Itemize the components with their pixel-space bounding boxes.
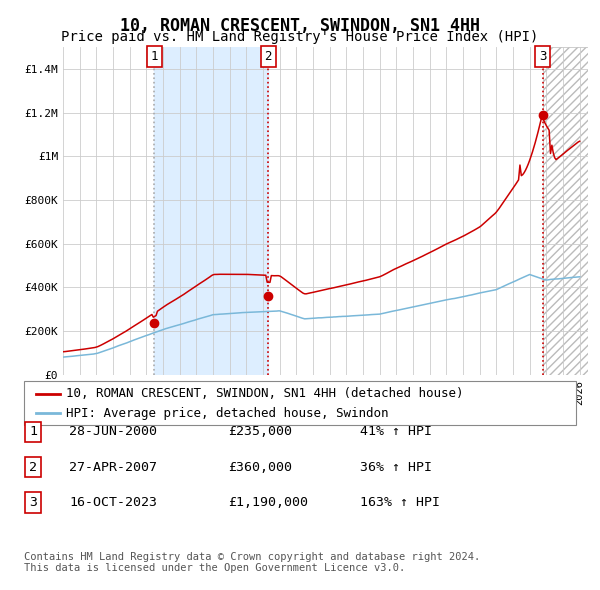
Text: Contains HM Land Registry data © Crown copyright and database right 2024.: Contains HM Land Registry data © Crown c… xyxy=(24,552,480,562)
Text: 27-APR-2007: 27-APR-2007 xyxy=(69,461,157,474)
Text: 1: 1 xyxy=(29,425,37,438)
Text: 41% ↑ HPI: 41% ↑ HPI xyxy=(360,425,432,438)
Text: 10, ROMAN CRESCENT, SWINDON, SN1 4HH: 10, ROMAN CRESCENT, SWINDON, SN1 4HH xyxy=(120,17,480,35)
Text: 2: 2 xyxy=(29,461,37,474)
Text: 2: 2 xyxy=(265,50,272,63)
Text: 163% ↑ HPI: 163% ↑ HPI xyxy=(360,496,440,509)
Text: 3: 3 xyxy=(29,496,37,509)
Text: HPI: Average price, detached house, Swindon: HPI: Average price, detached house, Swin… xyxy=(66,407,389,419)
Text: 3: 3 xyxy=(539,50,547,63)
Text: 16-OCT-2023: 16-OCT-2023 xyxy=(69,496,157,509)
Text: 36% ↑ HPI: 36% ↑ HPI xyxy=(360,461,432,474)
Text: £1,190,000: £1,190,000 xyxy=(228,496,308,509)
Text: This data is licensed under the Open Government Licence v3.0.: This data is licensed under the Open Gov… xyxy=(24,563,405,573)
Text: 28-JUN-2000: 28-JUN-2000 xyxy=(69,425,157,438)
Text: £235,000: £235,000 xyxy=(228,425,292,438)
Bar xyxy=(543,47,588,375)
Text: Price paid vs. HM Land Registry's House Price Index (HPI): Price paid vs. HM Land Registry's House … xyxy=(61,30,539,44)
Text: £360,000: £360,000 xyxy=(228,461,292,474)
Bar xyxy=(154,47,268,375)
Text: 1: 1 xyxy=(151,50,158,63)
Text: 10, ROMAN CRESCENT, SWINDON, SN1 4HH (detached house): 10, ROMAN CRESCENT, SWINDON, SN1 4HH (de… xyxy=(66,387,464,400)
